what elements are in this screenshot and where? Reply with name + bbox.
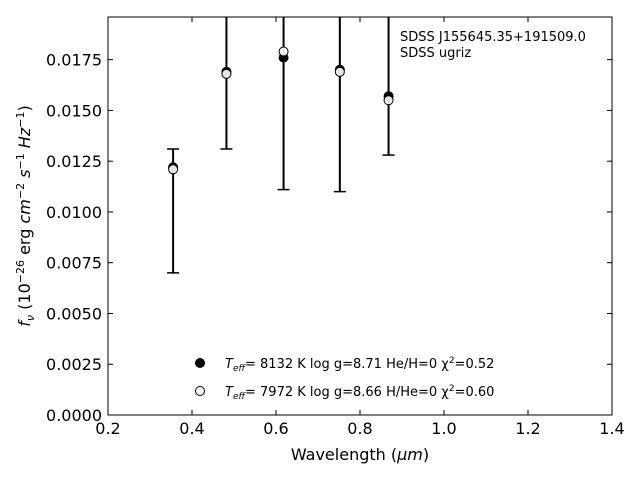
x-axis-label: Wavelength (μm) (291, 445, 429, 464)
legend-marker-open (195, 386, 205, 396)
y-tick-label: 0.0050 (46, 304, 102, 323)
plot-frame (107, 16, 613, 416)
x-tick-label: 1.2 (515, 419, 540, 438)
y-tick-label: 0.0025 (46, 355, 102, 374)
data-point-open (278, 46, 289, 57)
y-tick-label: 0.0100 (46, 203, 102, 222)
data-point-open (221, 68, 232, 79)
data-point-open (383, 95, 394, 106)
x-tick-label: 0.2 (95, 419, 120, 438)
y-tick-label: 0.0175 (46, 51, 102, 70)
data-point-open (168, 164, 179, 175)
x-tick-label: 0.8 (347, 419, 372, 438)
y-axis-label: fν (10−26 erg cm−2 s−1 Hz−1) (14, 105, 37, 326)
annotation-line-2: SDSS ugriz (400, 46, 471, 61)
legend-entry-2: Teff= 7972 K log g=8.66 H/He=0 χ2=0.60 (225, 384, 494, 402)
y-tick-label: 0.0150 (46, 101, 102, 120)
data-point-open (334, 66, 345, 77)
y-tick-label: 0.0125 (46, 152, 102, 171)
legend-marker-filled (195, 358, 205, 368)
legend-entry-1: Teff= 8132 K log g=8.71 He/H=0 χ2=0.52 (225, 356, 494, 374)
annotation-line-1: SDSS J155645.35+191509.0 (400, 30, 586, 45)
x-tick-label: 0.4 (179, 419, 204, 438)
y-axis-ticks: 0.0000 0.0025 0.0050 0.0075 0.0100 0.0125 0.01… (46, 51, 612, 425)
y-tick-label: 0.0075 (46, 254, 102, 273)
legend: Teff= 8132 K log g=8.71 He/H=0 χ2=0.52 T… (195, 356, 494, 402)
x-tick-label: 1.4 (599, 419, 624, 438)
x-axis-ticks: 0.2 0.4 0.6 0.8 1.0 1.2 1.4 (95, 17, 625, 438)
x-tick-label: 0.6 (263, 419, 288, 438)
x-tick-label: 1.0 (431, 419, 456, 438)
data-markers (168, 46, 394, 175)
y-tick-label: 0.0000 (46, 406, 102, 425)
